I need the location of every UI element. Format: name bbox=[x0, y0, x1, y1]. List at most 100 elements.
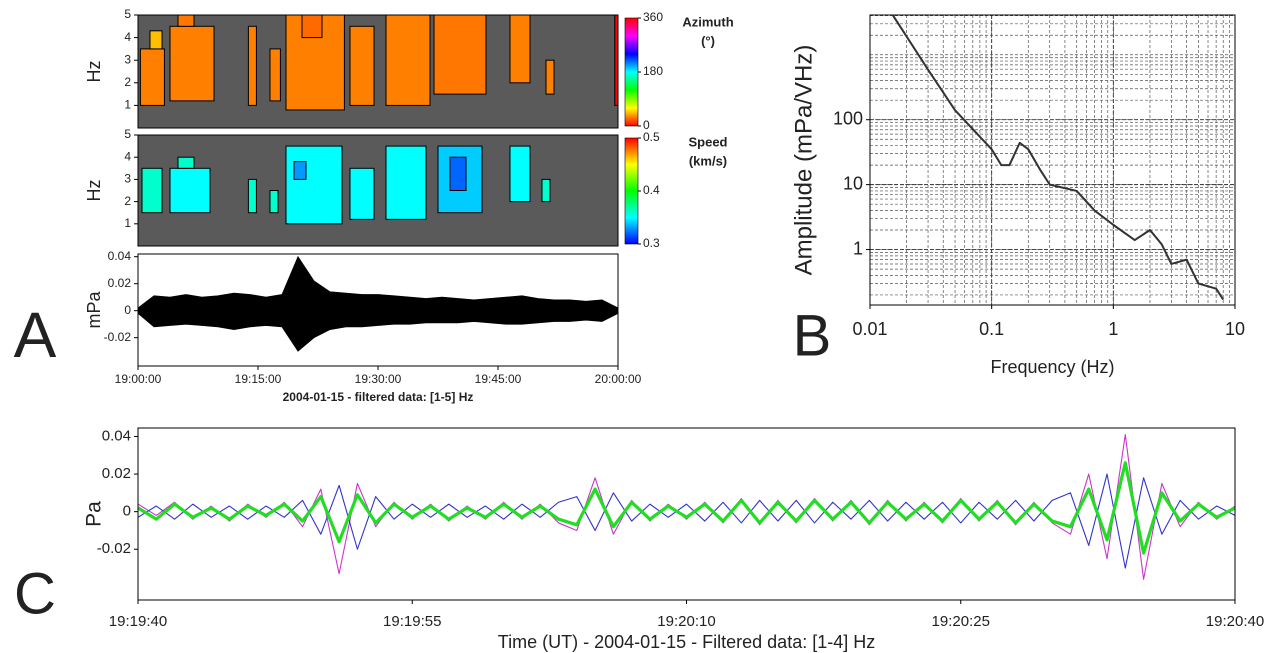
y-axis-label: Pa bbox=[83, 501, 106, 527]
x-tick-label: 19:20:40 bbox=[1206, 613, 1264, 630]
detection-cell bbox=[545, 59, 555, 95]
y-tick-label: 0 bbox=[124, 303, 131, 317]
y-axis-label: Amplitude (mPa/VHz) bbox=[790, 45, 817, 276]
colorbar-tick-label: 360 bbox=[643, 10, 663, 24]
y-tick-label: 1 bbox=[124, 98, 131, 112]
plot-frame bbox=[137, 14, 619, 129]
y-axis-label: Hz bbox=[84, 180, 104, 202]
x-tick-label: 0.1 bbox=[979, 319, 1004, 339]
x-tick-label: 10 bbox=[1225, 319, 1245, 339]
x-tick-label: 19:19:55 bbox=[383, 613, 441, 630]
plot-frame bbox=[137, 134, 619, 247]
x-tick-label: 19:30:00 bbox=[355, 372, 402, 386]
detection-cell bbox=[509, 15, 531, 84]
plot-layer bbox=[870, 15, 1235, 305]
detection-cell bbox=[433, 15, 487, 95]
data-line bbox=[138, 461, 1235, 555]
plot-area bbox=[138, 135, 618, 246]
y-tick-label: 1 bbox=[853, 238, 863, 258]
detection-cell bbox=[177, 15, 195, 27]
detection-cell bbox=[247, 25, 257, 106]
x-tick-label: 19:45:00 bbox=[475, 372, 522, 386]
x-tick-label: 1 bbox=[1108, 319, 1118, 339]
y-tick-label: 1 bbox=[124, 216, 131, 230]
panel-label: A bbox=[14, 299, 57, 371]
colorbar-tick-label: 0.3 bbox=[643, 236, 660, 250]
detection-cell bbox=[141, 167, 163, 214]
colorbar-tick-label: 180 bbox=[643, 64, 663, 78]
x-tick-label: 20:00:00 bbox=[595, 372, 642, 386]
colorbar-title: Speed bbox=[688, 134, 727, 149]
detection-cell bbox=[541, 178, 551, 203]
plot-layer bbox=[138, 434, 1235, 580]
detection-cell bbox=[349, 25, 375, 106]
detection-cell bbox=[169, 25, 215, 102]
y-tick-label: 3 bbox=[124, 172, 131, 186]
y-axis-label: mPa bbox=[84, 291, 104, 329]
detection-cell bbox=[149, 30, 163, 50]
detection-cell bbox=[139, 48, 165, 106]
y-tick-label: 3 bbox=[124, 52, 131, 66]
x-axis-label: Time (UT) - 2004-01-15 - Filtered data: … bbox=[498, 632, 875, 652]
detection-cell bbox=[385, 145, 427, 220]
x-tick-label: 19:20:10 bbox=[657, 613, 715, 630]
x-tick-label: 19:00:00 bbox=[115, 372, 162, 386]
plot-layer bbox=[141, 145, 551, 225]
plot-frame bbox=[869, 14, 1236, 306]
detection-cell bbox=[509, 145, 531, 203]
y-tick-label: 5 bbox=[124, 127, 131, 141]
detection-cell bbox=[449, 156, 467, 191]
detection-cell bbox=[169, 167, 211, 214]
plot-frame bbox=[137, 253, 619, 367]
waveform-envelope bbox=[138, 255, 618, 352]
panel-label: B bbox=[793, 303, 832, 368]
detection-cell bbox=[269, 48, 281, 102]
y-tick-label: -0.02 bbox=[97, 540, 131, 557]
plot-area bbox=[138, 15, 618, 128]
detection-cell bbox=[301, 15, 323, 39]
y-tick-label: -0.02 bbox=[104, 330, 132, 344]
x-axis-label: 2004-01-15 - filtered data: [1-5] Hz bbox=[283, 390, 474, 404]
data-line bbox=[138, 434, 1235, 580]
detection-cell bbox=[285, 145, 343, 225]
detection-cell bbox=[385, 15, 431, 106]
data-line bbox=[138, 473, 1235, 569]
y-tick-label: 100 bbox=[833, 108, 863, 128]
detection-cell bbox=[269, 190, 279, 214]
colorbar bbox=[624, 137, 639, 245]
y-axis-label: Hz bbox=[84, 61, 104, 83]
colorbar-tick-label: 0 bbox=[643, 118, 650, 132]
plot-area bbox=[870, 15, 1235, 305]
x-tick-label: 19:20:25 bbox=[932, 613, 990, 630]
y-tick-label: 0.04 bbox=[108, 249, 132, 263]
y-tick-label: 0.04 bbox=[102, 427, 131, 444]
x-tick-label: 19:15:00 bbox=[235, 372, 282, 386]
y-tick-label: 10 bbox=[843, 173, 863, 193]
colorbar-tick-label: 0.5 bbox=[643, 130, 660, 144]
x-tick-label: 19:19:40 bbox=[109, 613, 167, 630]
colorbar-tick-label: 0.4 bbox=[643, 183, 660, 197]
y-tick-label: 4 bbox=[124, 149, 131, 163]
y-tick-label: 0.02 bbox=[102, 465, 131, 482]
plot-layer bbox=[138, 255, 618, 352]
x-axis-label: Frequency (Hz) bbox=[990, 357, 1114, 377]
colorbar-title: Azimuth bbox=[682, 14, 733, 29]
plot-layer bbox=[139, 15, 618, 111]
data-line bbox=[892, 15, 1225, 301]
plot-frame bbox=[137, 427, 1236, 601]
plot-area bbox=[138, 428, 1235, 600]
detection-cell bbox=[247, 178, 257, 214]
y-tick-label: 4 bbox=[124, 30, 131, 44]
y-tick-label: 0.02 bbox=[108, 276, 132, 290]
x-tick-label: 0.01 bbox=[852, 319, 887, 339]
y-tick-label: 0 bbox=[123, 503, 131, 520]
colorbar-unit: (km/s) bbox=[689, 153, 727, 168]
y-tick-label: 2 bbox=[124, 75, 131, 89]
detection-cell bbox=[293, 161, 307, 180]
colorbar bbox=[624, 17, 639, 127]
detection-cell bbox=[177, 156, 195, 169]
detection-cell bbox=[349, 167, 375, 220]
y-tick-label: 5 bbox=[124, 7, 131, 21]
